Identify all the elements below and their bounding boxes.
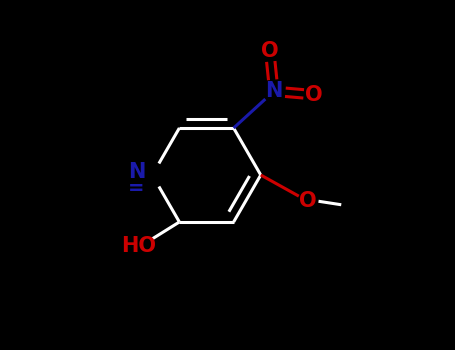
Text: O: O	[299, 191, 317, 211]
Text: HO: HO	[121, 237, 157, 257]
Text: O: O	[261, 41, 278, 61]
Text: =: =	[128, 179, 145, 198]
Text: N: N	[265, 81, 283, 101]
Text: N: N	[128, 161, 145, 182]
Text: O: O	[305, 85, 323, 105]
